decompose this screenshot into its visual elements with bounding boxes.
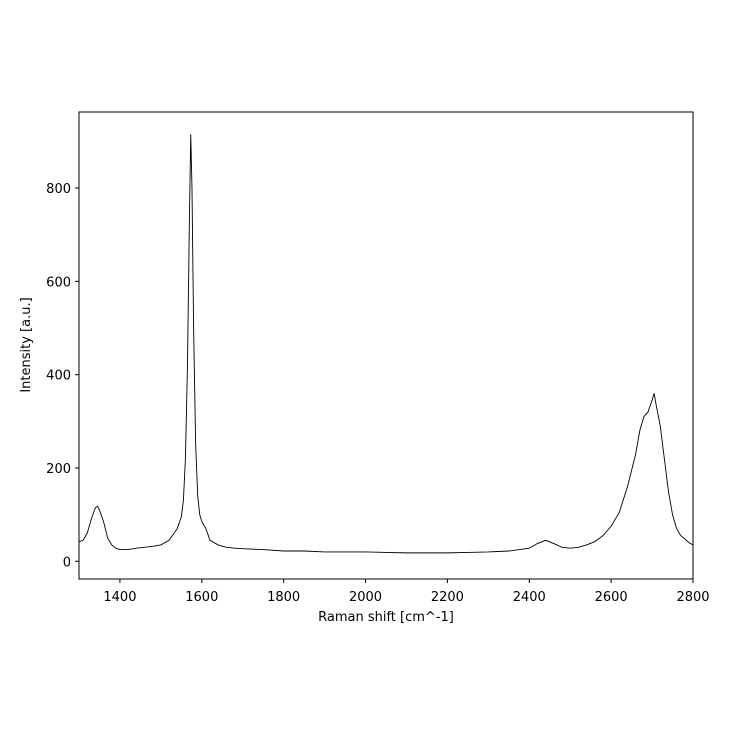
x-tick-label: 2800 bbox=[676, 590, 709, 605]
x-tick-label: 1600 bbox=[185, 590, 218, 605]
x-tick-label: 1800 bbox=[267, 590, 300, 605]
x-axis-label: Raman shift [cm^-1] bbox=[318, 610, 454, 625]
y-tick-label: 200 bbox=[46, 462, 71, 477]
y-tick-label: 600 bbox=[46, 275, 71, 290]
plot-frame bbox=[78, 111, 694, 580]
x-tick-label: 1400 bbox=[103, 590, 136, 605]
y-tick-label: 800 bbox=[46, 182, 71, 197]
spectrum-line bbox=[78, 134, 694, 554]
x-tick-label: 2600 bbox=[595, 590, 628, 605]
x-tick-label: 2200 bbox=[431, 590, 464, 605]
y-tick-label: 0 bbox=[63, 555, 71, 570]
x-tick-label: 2000 bbox=[349, 590, 382, 605]
x-tick-label: 2400 bbox=[513, 590, 546, 605]
y-tick-label: 400 bbox=[46, 369, 71, 384]
y-axis-label: Intensity [a.u.] bbox=[19, 297, 34, 392]
